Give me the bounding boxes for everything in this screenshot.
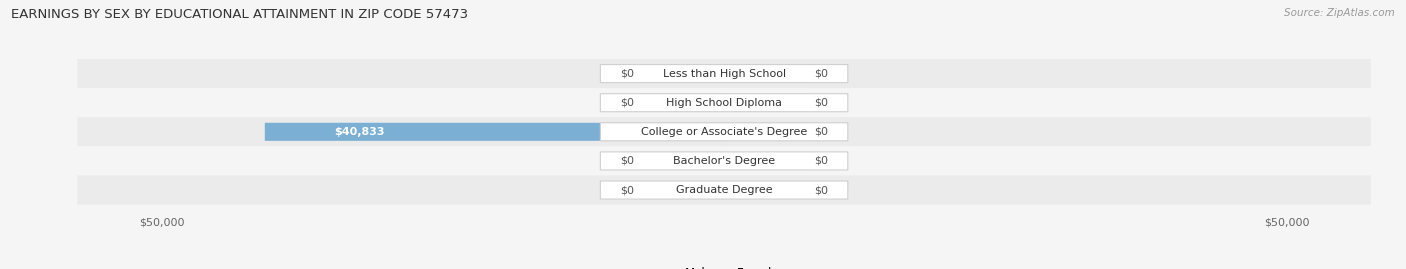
- FancyBboxPatch shape: [724, 123, 808, 141]
- Text: $0: $0: [814, 98, 828, 108]
- FancyBboxPatch shape: [600, 152, 848, 170]
- FancyBboxPatch shape: [724, 181, 808, 199]
- FancyBboxPatch shape: [724, 94, 808, 112]
- Text: Bachelor's Degree: Bachelor's Degree: [673, 156, 775, 166]
- Text: $0: $0: [620, 185, 634, 195]
- Text: $0: $0: [814, 127, 828, 137]
- FancyBboxPatch shape: [264, 123, 724, 141]
- Text: Less than High School: Less than High School: [662, 69, 786, 79]
- Text: $0: $0: [814, 185, 828, 195]
- Text: $0: $0: [814, 69, 828, 79]
- FancyBboxPatch shape: [77, 88, 1371, 117]
- FancyBboxPatch shape: [640, 94, 724, 112]
- Text: Graduate Degree: Graduate Degree: [676, 185, 772, 195]
- Text: $0: $0: [620, 98, 634, 108]
- FancyBboxPatch shape: [600, 123, 848, 141]
- FancyBboxPatch shape: [640, 152, 724, 170]
- Text: High School Diploma: High School Diploma: [666, 98, 782, 108]
- Text: Source: ZipAtlas.com: Source: ZipAtlas.com: [1284, 8, 1395, 18]
- Text: $0: $0: [814, 156, 828, 166]
- FancyBboxPatch shape: [77, 175, 1371, 205]
- FancyBboxPatch shape: [724, 152, 808, 170]
- FancyBboxPatch shape: [600, 65, 848, 83]
- FancyBboxPatch shape: [640, 181, 724, 199]
- Text: $0: $0: [620, 69, 634, 79]
- FancyBboxPatch shape: [77, 146, 1371, 175]
- Legend: Male, Female: Male, Female: [664, 263, 785, 269]
- Text: $0: $0: [620, 156, 634, 166]
- Text: $40,833: $40,833: [333, 127, 384, 137]
- FancyBboxPatch shape: [600, 94, 848, 112]
- FancyBboxPatch shape: [724, 65, 808, 83]
- FancyBboxPatch shape: [640, 65, 724, 83]
- FancyBboxPatch shape: [77, 117, 1371, 146]
- FancyBboxPatch shape: [600, 181, 848, 199]
- Text: College or Associate's Degree: College or Associate's Degree: [641, 127, 807, 137]
- FancyBboxPatch shape: [77, 59, 1371, 88]
- Text: EARNINGS BY SEX BY EDUCATIONAL ATTAINMENT IN ZIP CODE 57473: EARNINGS BY SEX BY EDUCATIONAL ATTAINMEN…: [11, 8, 468, 21]
